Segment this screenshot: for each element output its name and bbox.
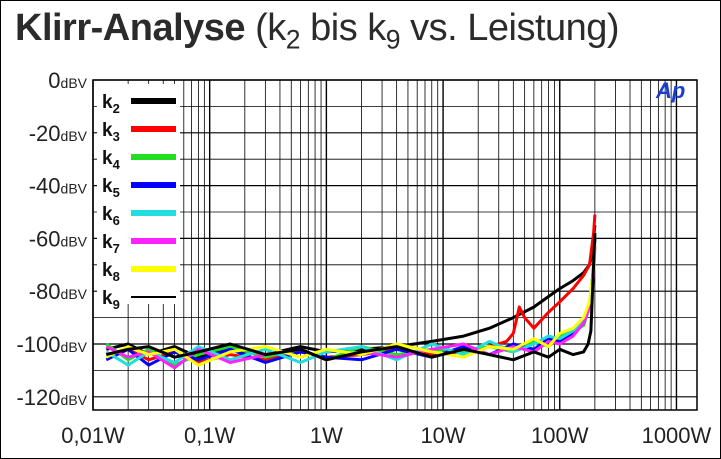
y-tick-label: -120dBV (16, 385, 87, 410)
y-tick-label: -60dBV (29, 226, 88, 251)
x-tick-label: 10W (420, 423, 465, 448)
x-tick-label: 0,01W (61, 423, 125, 448)
x-tick-label: 1000W (642, 423, 712, 448)
x-tick-label: 0,1W (184, 423, 236, 448)
y-axis-ticks: 0dBV -20dBV -40dBV -60dBV -80dBV -100dBV -120d… (16, 68, 87, 410)
y-tick-label: -80dBV (29, 279, 88, 304)
y-tick-label: 0dBV (48, 68, 87, 93)
x-axis-ticks: 0,01W 0,1W 1W 10W 100W 1000W (61, 423, 711, 448)
x-tick-label: 100W (531, 423, 589, 448)
y-tick-label: -40dBV (29, 174, 88, 199)
y-tick-label: -20dBV (29, 121, 88, 146)
y-tick-label: -100dBV (16, 332, 87, 357)
x-tick-label: 1W (310, 423, 343, 448)
ap-logo: Ap (655, 78, 685, 103)
